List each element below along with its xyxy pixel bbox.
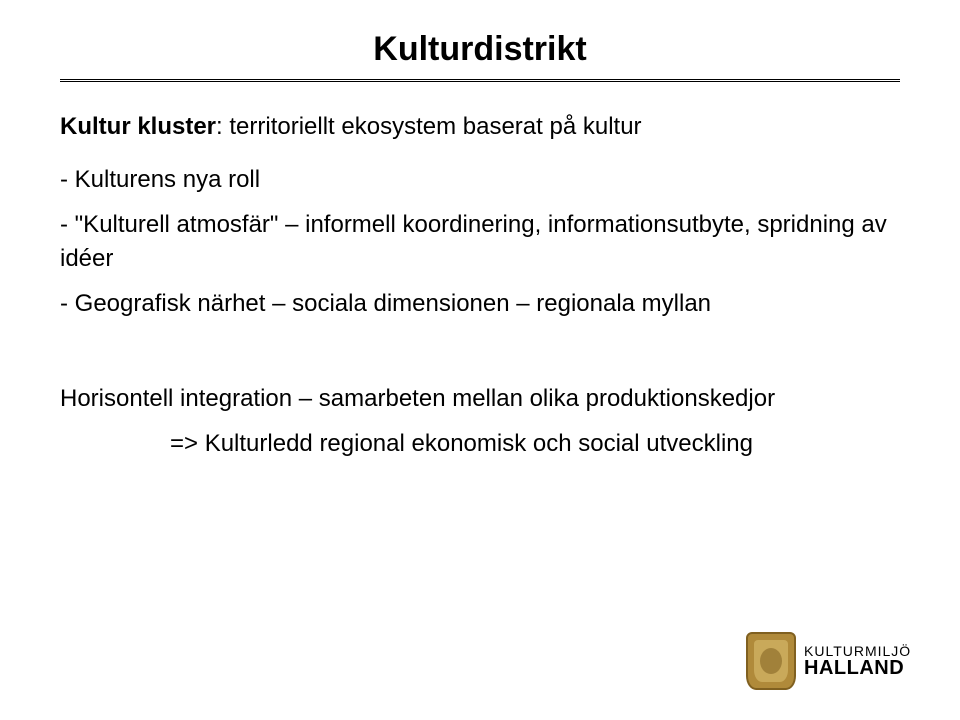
bullet-list: - Kulturens nya roll - "Kulturell atmosf… [60, 163, 900, 322]
bullet-item: - Kulturens nya roll [60, 163, 900, 198]
divider-line-top [60, 79, 900, 80]
footer-logo: KULTURMILJÖ HALLAND [746, 630, 916, 692]
slide-body: Kultur kluster: territoriellt ekosystem … [60, 110, 900, 462]
logo-line2: HALLAND [804, 658, 911, 678]
slide-title: Kulturdistrikt [60, 30, 900, 69]
secondary-conclusion: => Kulturledd regional ekonomisk och soc… [60, 427, 900, 462]
secondary-section: Horisontell integration – samarbeten mel… [60, 382, 900, 462]
lead-bold: Kultur kluster [60, 113, 216, 140]
lead-line: Kultur kluster: territoriellt ekosystem … [60, 110, 900, 145]
slide: Kulturdistrikt Kultur kluster: territori… [0, 0, 960, 720]
logo-line1: KULTURMILJÖ [804, 644, 911, 658]
title-divider [60, 79, 900, 82]
logo-text: KULTURMILJÖ HALLAND [804, 644, 911, 678]
logo-crest-icon [746, 632, 796, 690]
lead-rest: : territoriellt ekosystem baserat på kul… [216, 113, 642, 140]
bullet-item: - Geografisk närhet – sociala dimensione… [60, 287, 900, 322]
bullet-item: - "Kulturell atmosfär" – informell koord… [60, 208, 900, 278]
divider-line-bottom [60, 81, 900, 82]
secondary-line: Horisontell integration – samarbeten mel… [60, 382, 900, 417]
